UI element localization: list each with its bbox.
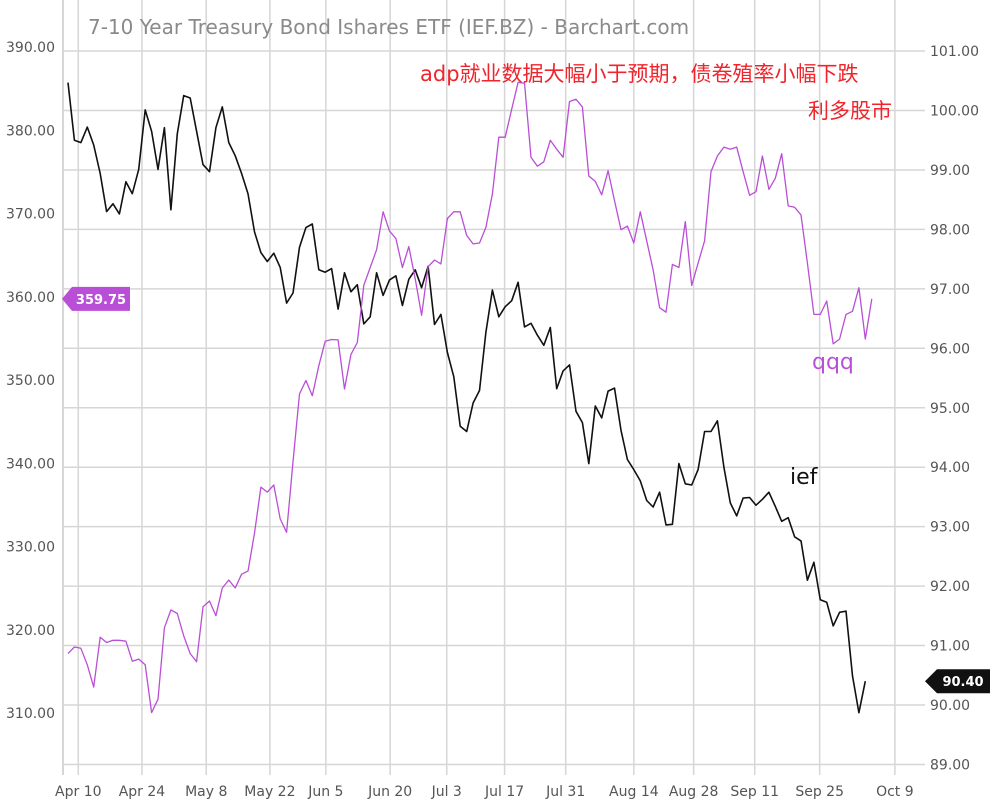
x-tick-label: Jul 31: [545, 784, 585, 800]
annotation-line-2: 利多股市: [808, 99, 892, 123]
right-axis-tick-label: 96.00: [930, 341, 970, 357]
x-tick-label: Sep 25: [795, 784, 844, 800]
left-axis-tick-label: 310.00: [6, 706, 55, 722]
last-value-label-ief: 90.40: [942, 675, 983, 690]
left-axis-tick-label: 360.00: [6, 290, 55, 306]
left-axis-tick-label: 320.00: [6, 623, 55, 639]
right-axis-tick-label: 94.00: [930, 460, 970, 476]
left-axis-tick-label: 330.00: [6, 540, 55, 556]
right-axis-tick-label: 91.00: [930, 639, 970, 655]
right-axis-tick-label: 97.00: [930, 282, 970, 298]
x-tick-label: Jul 3: [431, 784, 462, 800]
x-tick-label: Apr 24: [119, 784, 166, 800]
last-value-badge-qqq: [62, 286, 130, 311]
series-line-ief: [67, 82, 867, 714]
right-axis-tick-label: 92.00: [930, 579, 970, 595]
chart-title: 7-10 Year Treasury Bond Ishares ETF (IEF…: [88, 15, 690, 39]
right-axis-tick-label: 98.00: [930, 222, 970, 238]
right-axis-tick-label: 90.00: [930, 698, 970, 714]
x-tick-label: May 8: [185, 784, 227, 800]
right-axis-tick-label: 89.00: [930, 757, 970, 773]
series-label-qqq: qqq: [812, 350, 854, 375]
series-label-ief: ief: [790, 465, 818, 490]
left-axis-tick-label: 350.00: [6, 373, 55, 389]
x-tick-label: Jul 17: [484, 784, 524, 800]
x-tick-label: Jun 5: [307, 784, 343, 800]
x-tick-label: Jun 20: [367, 784, 412, 800]
right-axis-tick-label: 101.00: [930, 44, 979, 60]
left-axis-tick-label: 380.00: [6, 123, 55, 139]
left-axis-tick-label: 340.00: [6, 456, 55, 472]
right-axis-tick-label: 100.00: [930, 104, 979, 120]
x-tick-label: Oct 9: [876, 784, 914, 800]
annotation-line-1: adp就业数据大幅小于预期，债卷殖率小幅下跌: [420, 62, 859, 86]
last-value-badge-ief: [925, 669, 990, 694]
right-axis-tick-label: 93.00: [930, 520, 970, 536]
left-axis-tick-label: 370.00: [6, 207, 55, 223]
right-axis-tick-label: 99.00: [930, 163, 970, 179]
x-tick-label: May 22: [244, 784, 295, 800]
x-tick-label: Apr 10: [55, 784, 101, 800]
right-axis-tick-label: 95.00: [930, 401, 970, 417]
x-tick-label: Aug 14: [609, 784, 659, 800]
x-tick-label: Aug 28: [669, 784, 719, 800]
series-line-qqq: [67, 81, 873, 714]
x-tick-label: Sep 11: [730, 784, 779, 800]
left-axis-tick-label: 390.00: [6, 40, 55, 56]
last-value-label-qqq: 359.75: [76, 293, 126, 308]
